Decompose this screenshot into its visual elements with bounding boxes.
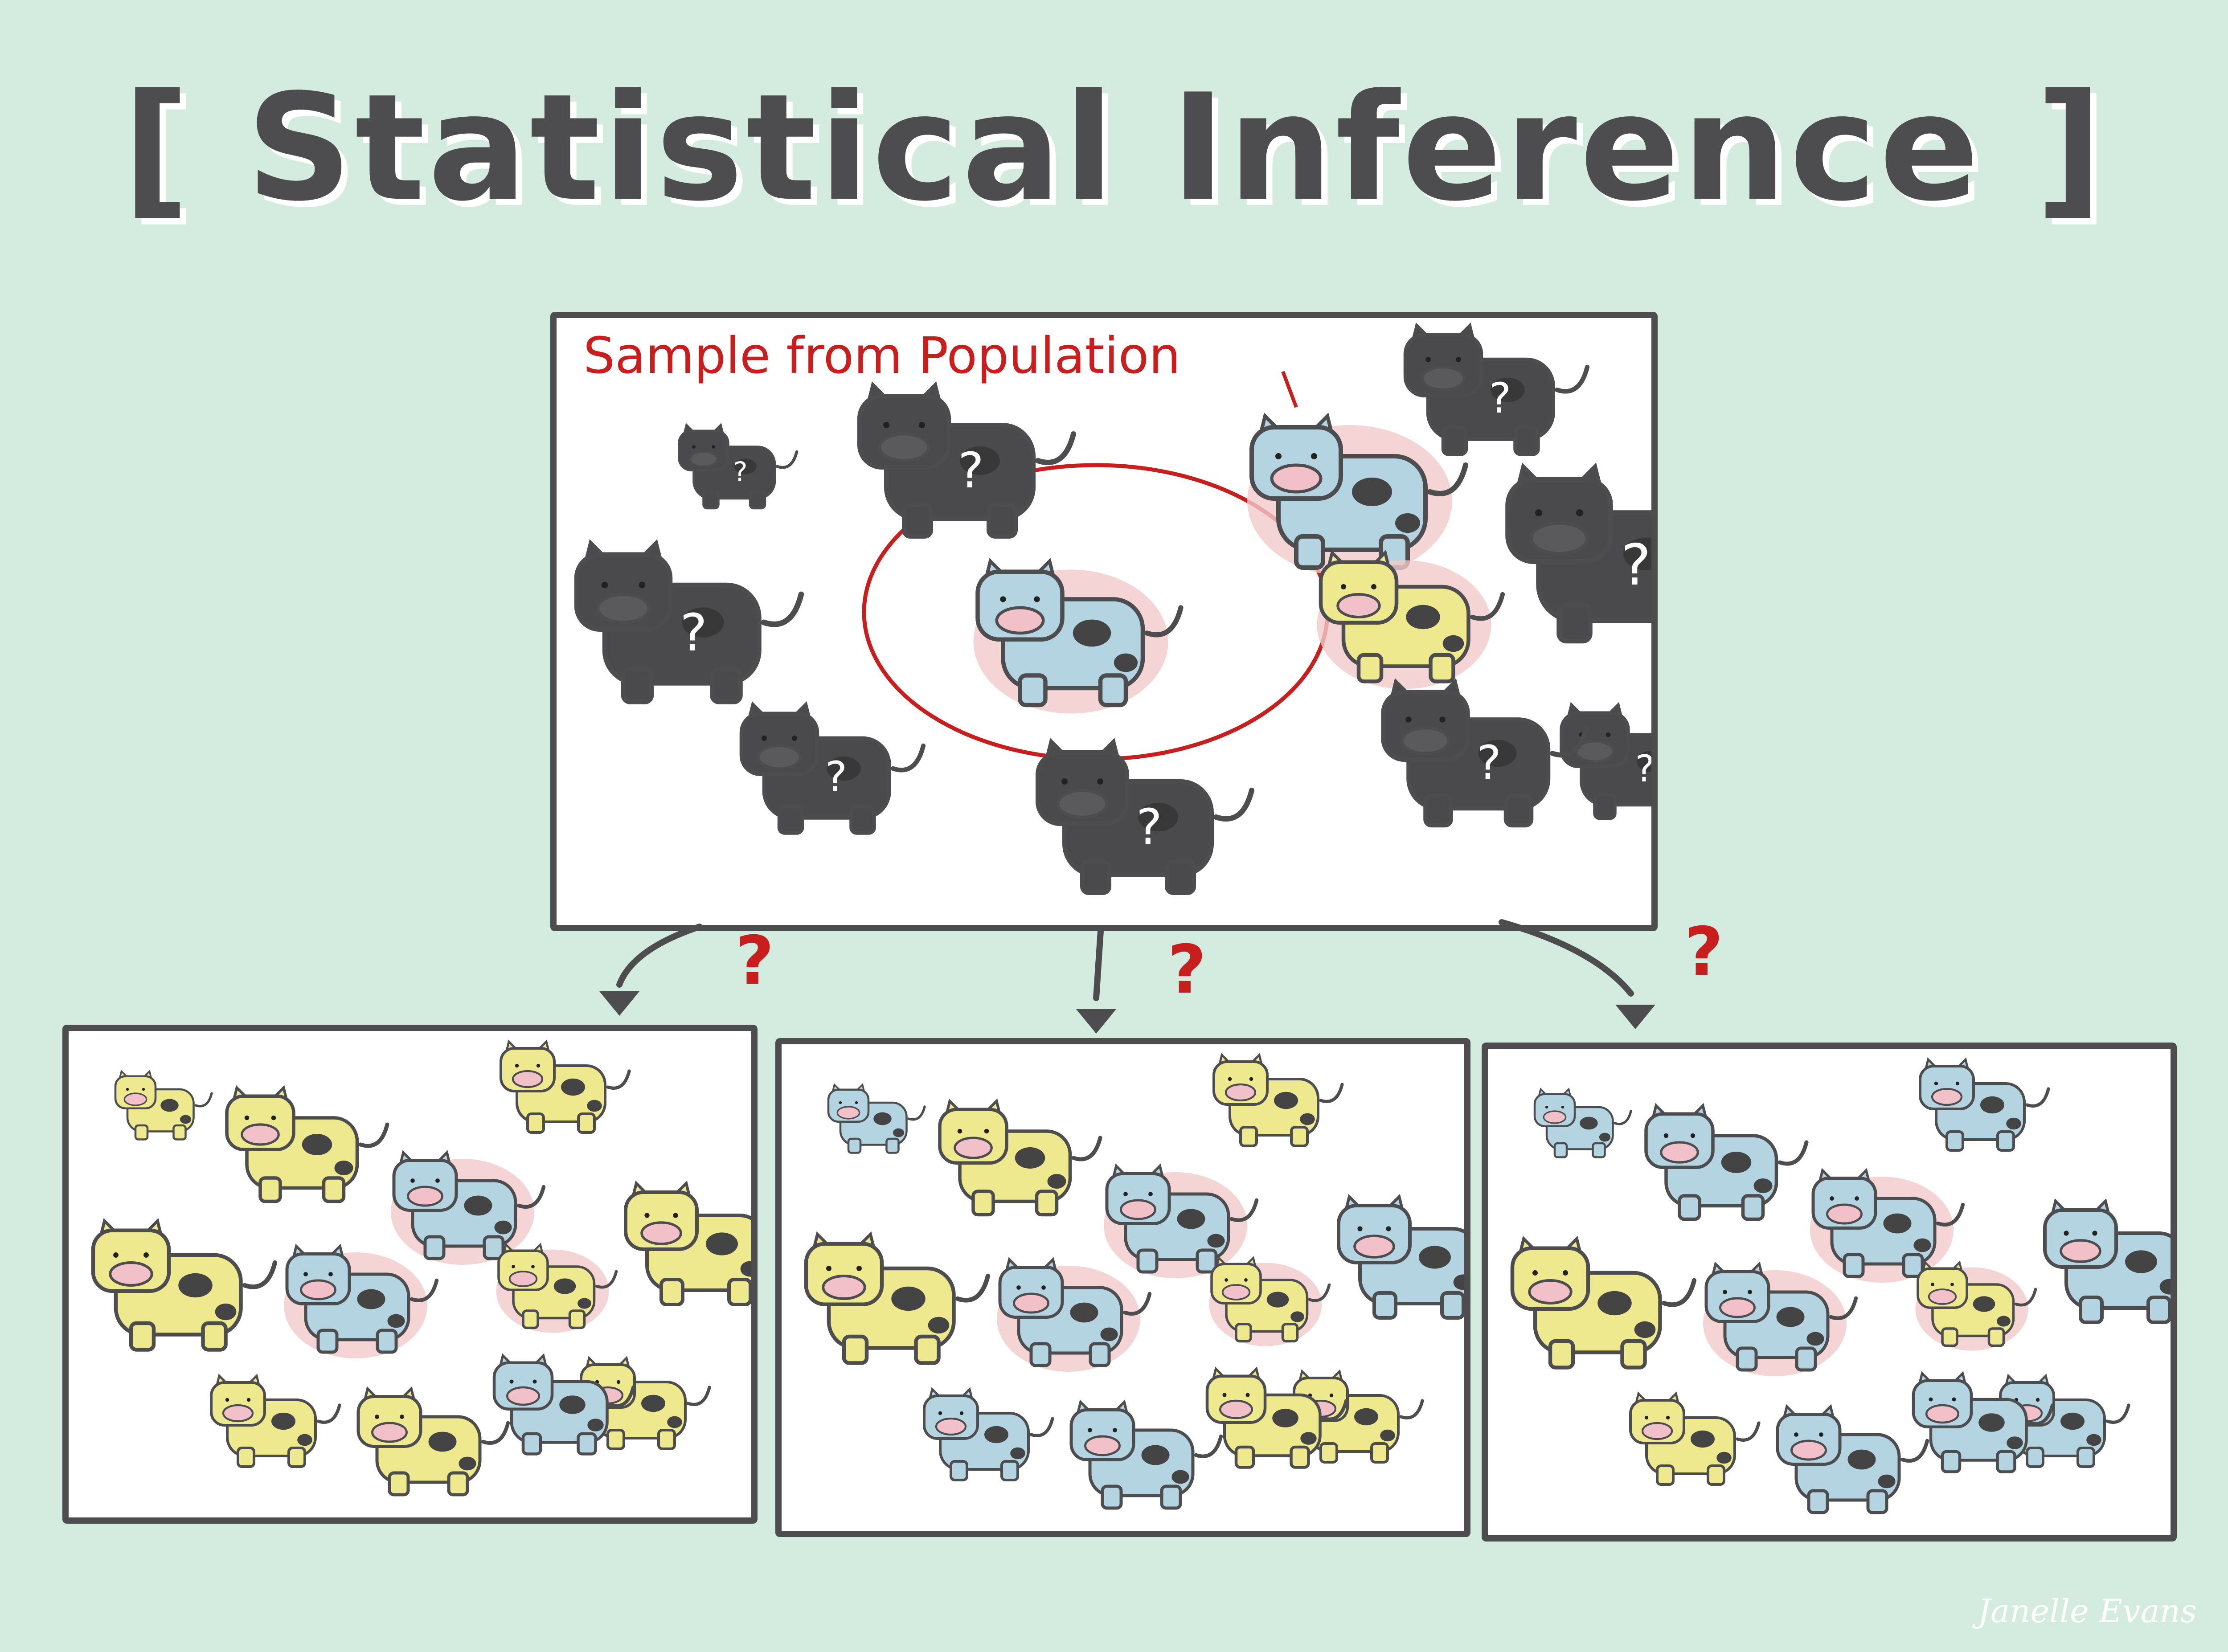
scenario-cow xyxy=(623,1180,751,1307)
scenario-cow xyxy=(1644,1103,1809,1221)
population-cow: ? xyxy=(574,539,804,704)
page-title: [ Statistical Inference ] xyxy=(123,62,2105,233)
scenario-cow xyxy=(209,1374,341,1468)
scenario-cow xyxy=(1292,1369,1424,1464)
population-cow: ? xyxy=(739,701,926,835)
population-cow: ? xyxy=(678,423,799,510)
scenario-cow xyxy=(1533,1087,1632,1158)
unknown-mark: ? xyxy=(1621,532,1651,598)
scenario-cow xyxy=(1069,1399,1223,1510)
artist-signature: Janelle Evans xyxy=(1978,1592,2197,1630)
scenario-cow xyxy=(496,1243,618,1333)
scenario-cow xyxy=(2043,1198,2171,1325)
population-herd: ????????? xyxy=(574,322,1655,895)
scenario-cow xyxy=(1912,1371,2054,1473)
unknown-mark: ? xyxy=(1489,374,1511,423)
unknown-mark: ? xyxy=(680,603,707,663)
scenario-cow xyxy=(804,1231,991,1365)
unknown-mark: ? xyxy=(1477,736,1501,790)
scenario-cow xyxy=(1104,1163,1259,1278)
scenario-cow xyxy=(1205,1366,1348,1469)
unknown-mark: ? xyxy=(1136,798,1162,855)
scenario-cow xyxy=(225,1085,389,1203)
scenario-cow xyxy=(492,1353,635,1456)
population-cow xyxy=(1247,413,1468,577)
scenario-herd-1 xyxy=(91,1039,751,1497)
scenario-cow xyxy=(356,1386,510,1497)
arrow-middle xyxy=(1076,928,1116,1034)
scenario-cow xyxy=(1336,1194,1464,1320)
unknown-mark: ? xyxy=(958,442,984,499)
scenario-cow xyxy=(284,1243,439,1358)
scenario-cow xyxy=(391,1150,546,1265)
scenario-panel-2 xyxy=(775,1038,1470,1537)
sample-pointer xyxy=(1281,371,1298,408)
scenario-cow xyxy=(1776,1404,1929,1514)
scenario-herd-2 xyxy=(804,1053,1464,1510)
scenario-cow xyxy=(1915,1260,2037,1351)
scenario-cow xyxy=(1209,1256,1331,1346)
population-cow: ? xyxy=(1381,678,1589,828)
scenario-cow xyxy=(827,1083,926,1154)
scenario-cow xyxy=(938,1098,1102,1217)
scenario-cow xyxy=(997,1257,1152,1372)
arrow-right xyxy=(1499,919,1655,1029)
sample-label: Sample from Population xyxy=(583,327,1181,385)
population-cow: ? xyxy=(1036,738,1254,895)
scenario-cow xyxy=(1703,1261,1858,1376)
unknown-mark: ? xyxy=(1635,748,1655,790)
scenario-cow xyxy=(922,1387,1054,1482)
population-panel: Sample from Population ????????? xyxy=(550,312,1658,931)
question-mark-left: ? xyxy=(735,922,774,1000)
arrow-left xyxy=(599,924,703,1016)
scenario-panel-3 xyxy=(1482,1043,2177,1542)
population-cow xyxy=(973,558,1184,714)
scenario-cow xyxy=(1510,1235,1697,1370)
scenario-cow xyxy=(1212,1053,1344,1148)
scenario-cow xyxy=(1918,1057,2050,1152)
population-cow: ? xyxy=(1505,462,1651,644)
scenario-cow xyxy=(114,1069,213,1141)
unknown-mark: ? xyxy=(733,457,747,488)
scenario-cow xyxy=(91,1218,278,1352)
question-mark-right: ? xyxy=(1684,913,1724,991)
population-cow xyxy=(1317,549,1505,689)
question-mark-middle: ? xyxy=(1167,931,1207,1009)
scenario-cow xyxy=(499,1039,631,1134)
unknown-mark: ? xyxy=(825,753,848,801)
scenario-panel-1 xyxy=(62,1025,758,1524)
scenario-herd-3 xyxy=(1510,1057,2171,1514)
population-cow: ? xyxy=(1403,322,1590,456)
population-cow: ? xyxy=(1560,702,1655,820)
population-cow: ? xyxy=(857,381,1076,539)
scenario-cow xyxy=(1629,1391,1761,1486)
scenario-cow xyxy=(1810,1168,1965,1283)
